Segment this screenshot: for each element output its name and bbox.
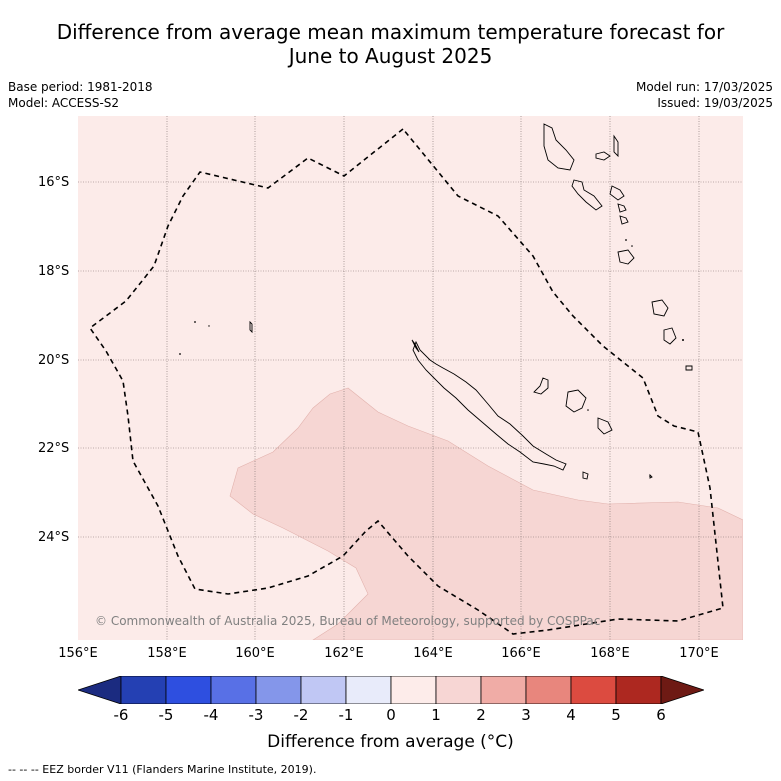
copyright-credit: © Commonwealth of Australia 2025, Bureau… (95, 614, 601, 628)
vanuatu-tanna-coast (663, 327, 677, 345)
lat-label-20s: 20°S (38, 353, 70, 368)
colorbar-tick-label: 5 (611, 706, 621, 724)
colorbar-tick-label: -2 (293, 706, 309, 724)
vanuatu-ambrym-coast (617, 203, 627, 213)
vanuatu-aneityum-coast (685, 365, 693, 371)
lon-label-166e: 166°E (501, 646, 541, 661)
title-line-2: June to August 2025 (288, 44, 493, 68)
small-islets (179, 239, 684, 477)
colorbar-tick-label: -4 (203, 706, 219, 724)
colorbar-segment (300, 675, 347, 705)
map-svg (78, 116, 743, 640)
meta-right: Model run: 17/03/2025 Issued: 19/03/2025 (636, 79, 773, 111)
vanuatu-malekula-coast (571, 179, 603, 211)
vanuatu-epi-coast (619, 215, 629, 225)
vanuatu-pentecost-coast (609, 185, 625, 201)
vanuatu-maewo-coast (613, 134, 619, 158)
meta-left: Base period: 1981-2018 Model: ACCESS-S2 (8, 79, 153, 111)
lon-label-164e: 164°E (413, 646, 453, 661)
eez-legend: -- -- -- EEZ border V11 (Flanders Marine… (8, 763, 317, 776)
colorbar-segment (615, 675, 662, 705)
colorbar (76, 675, 706, 705)
loyalty-islands-lifou-coast (565, 389, 587, 413)
lon-label-162e: 162°E (324, 646, 364, 661)
loyalty-islands-ouvea-coast (533, 377, 549, 395)
new-caledonia-coast (412, 340, 567, 471)
colorbar-segment (120, 675, 167, 705)
base-period-label: Base period: 1981-2018 (8, 80, 153, 94)
map-title: Difference from average mean maximum tem… (0, 20, 781, 68)
colorbar-label: Difference from average (°C) (267, 732, 514, 752)
colorbar-segment (435, 675, 482, 705)
colorbar-segment (480, 675, 527, 705)
colorbar-tick-label: -5 (158, 706, 174, 724)
model-label: Model: ACCESS-S2 (8, 96, 120, 110)
colorbar-svg (76, 675, 706, 705)
chesterfield-islands-coast (249, 320, 253, 334)
coastlines (249, 123, 693, 480)
colorbar-tick-label: 0 (386, 706, 396, 724)
vanuatu-malo-coast (595, 151, 611, 161)
lat-label-16s: 16°S (38, 175, 70, 190)
colorbar-segment (165, 675, 212, 705)
graticule (78, 116, 743, 640)
lat-label-24s: 24°S (38, 530, 70, 545)
colorbar-tick-label: 2 (476, 706, 486, 724)
colorbar-segment (570, 675, 617, 705)
colorbar-tick-label: -1 (338, 706, 354, 724)
lon-label-158e: 158°E (147, 646, 187, 661)
isle-of-pines-coast (582, 471, 589, 480)
colorbar-segment (390, 675, 437, 705)
title-line-1: Difference from average mean maximum tem… (56, 20, 725, 44)
map-panel (78, 116, 743, 640)
lon-label-160e: 160°E (235, 646, 275, 661)
colorbar-tick-label: 1 (431, 706, 441, 724)
loyalty-islands-mare-coast (597, 417, 613, 435)
lat-label-22s: 22°S (38, 441, 70, 456)
colorbar-segment (210, 675, 257, 705)
colorbar-segment (525, 675, 572, 705)
colorbar-tick-label: -3 (248, 706, 264, 724)
colorbar-tick-label: 4 (566, 706, 576, 724)
colorbar-tick-label: 3 (521, 706, 531, 724)
lat-label-18s: 18°S (38, 264, 70, 279)
issued-label: Issued: 19/03/2025 (657, 96, 773, 110)
lon-label-170e: 170°E (679, 646, 719, 661)
lon-label-168e: 168°E (590, 646, 630, 661)
colorbar-extension-high (660, 675, 706, 705)
anomaly-region-1-2 (229, 387, 743, 640)
vanuatu-espiritu-santo-coast (543, 123, 575, 171)
vanuatu-erromango-coast (651, 299, 669, 317)
colorbar-segment (255, 675, 302, 705)
belep-islands-coast (411, 339, 420, 353)
colorbar-extension-low (76, 675, 122, 705)
lon-label-156e: 156°E (58, 646, 98, 661)
vanuatu-efate-coast (617, 249, 635, 265)
model-run-label: Model run: 17/03/2025 (635, 80, 773, 94)
colorbar-tick-label: -6 (113, 706, 129, 724)
colorbar-segment (345, 675, 392, 705)
colorbar-tick-label: 6 (656, 706, 666, 724)
